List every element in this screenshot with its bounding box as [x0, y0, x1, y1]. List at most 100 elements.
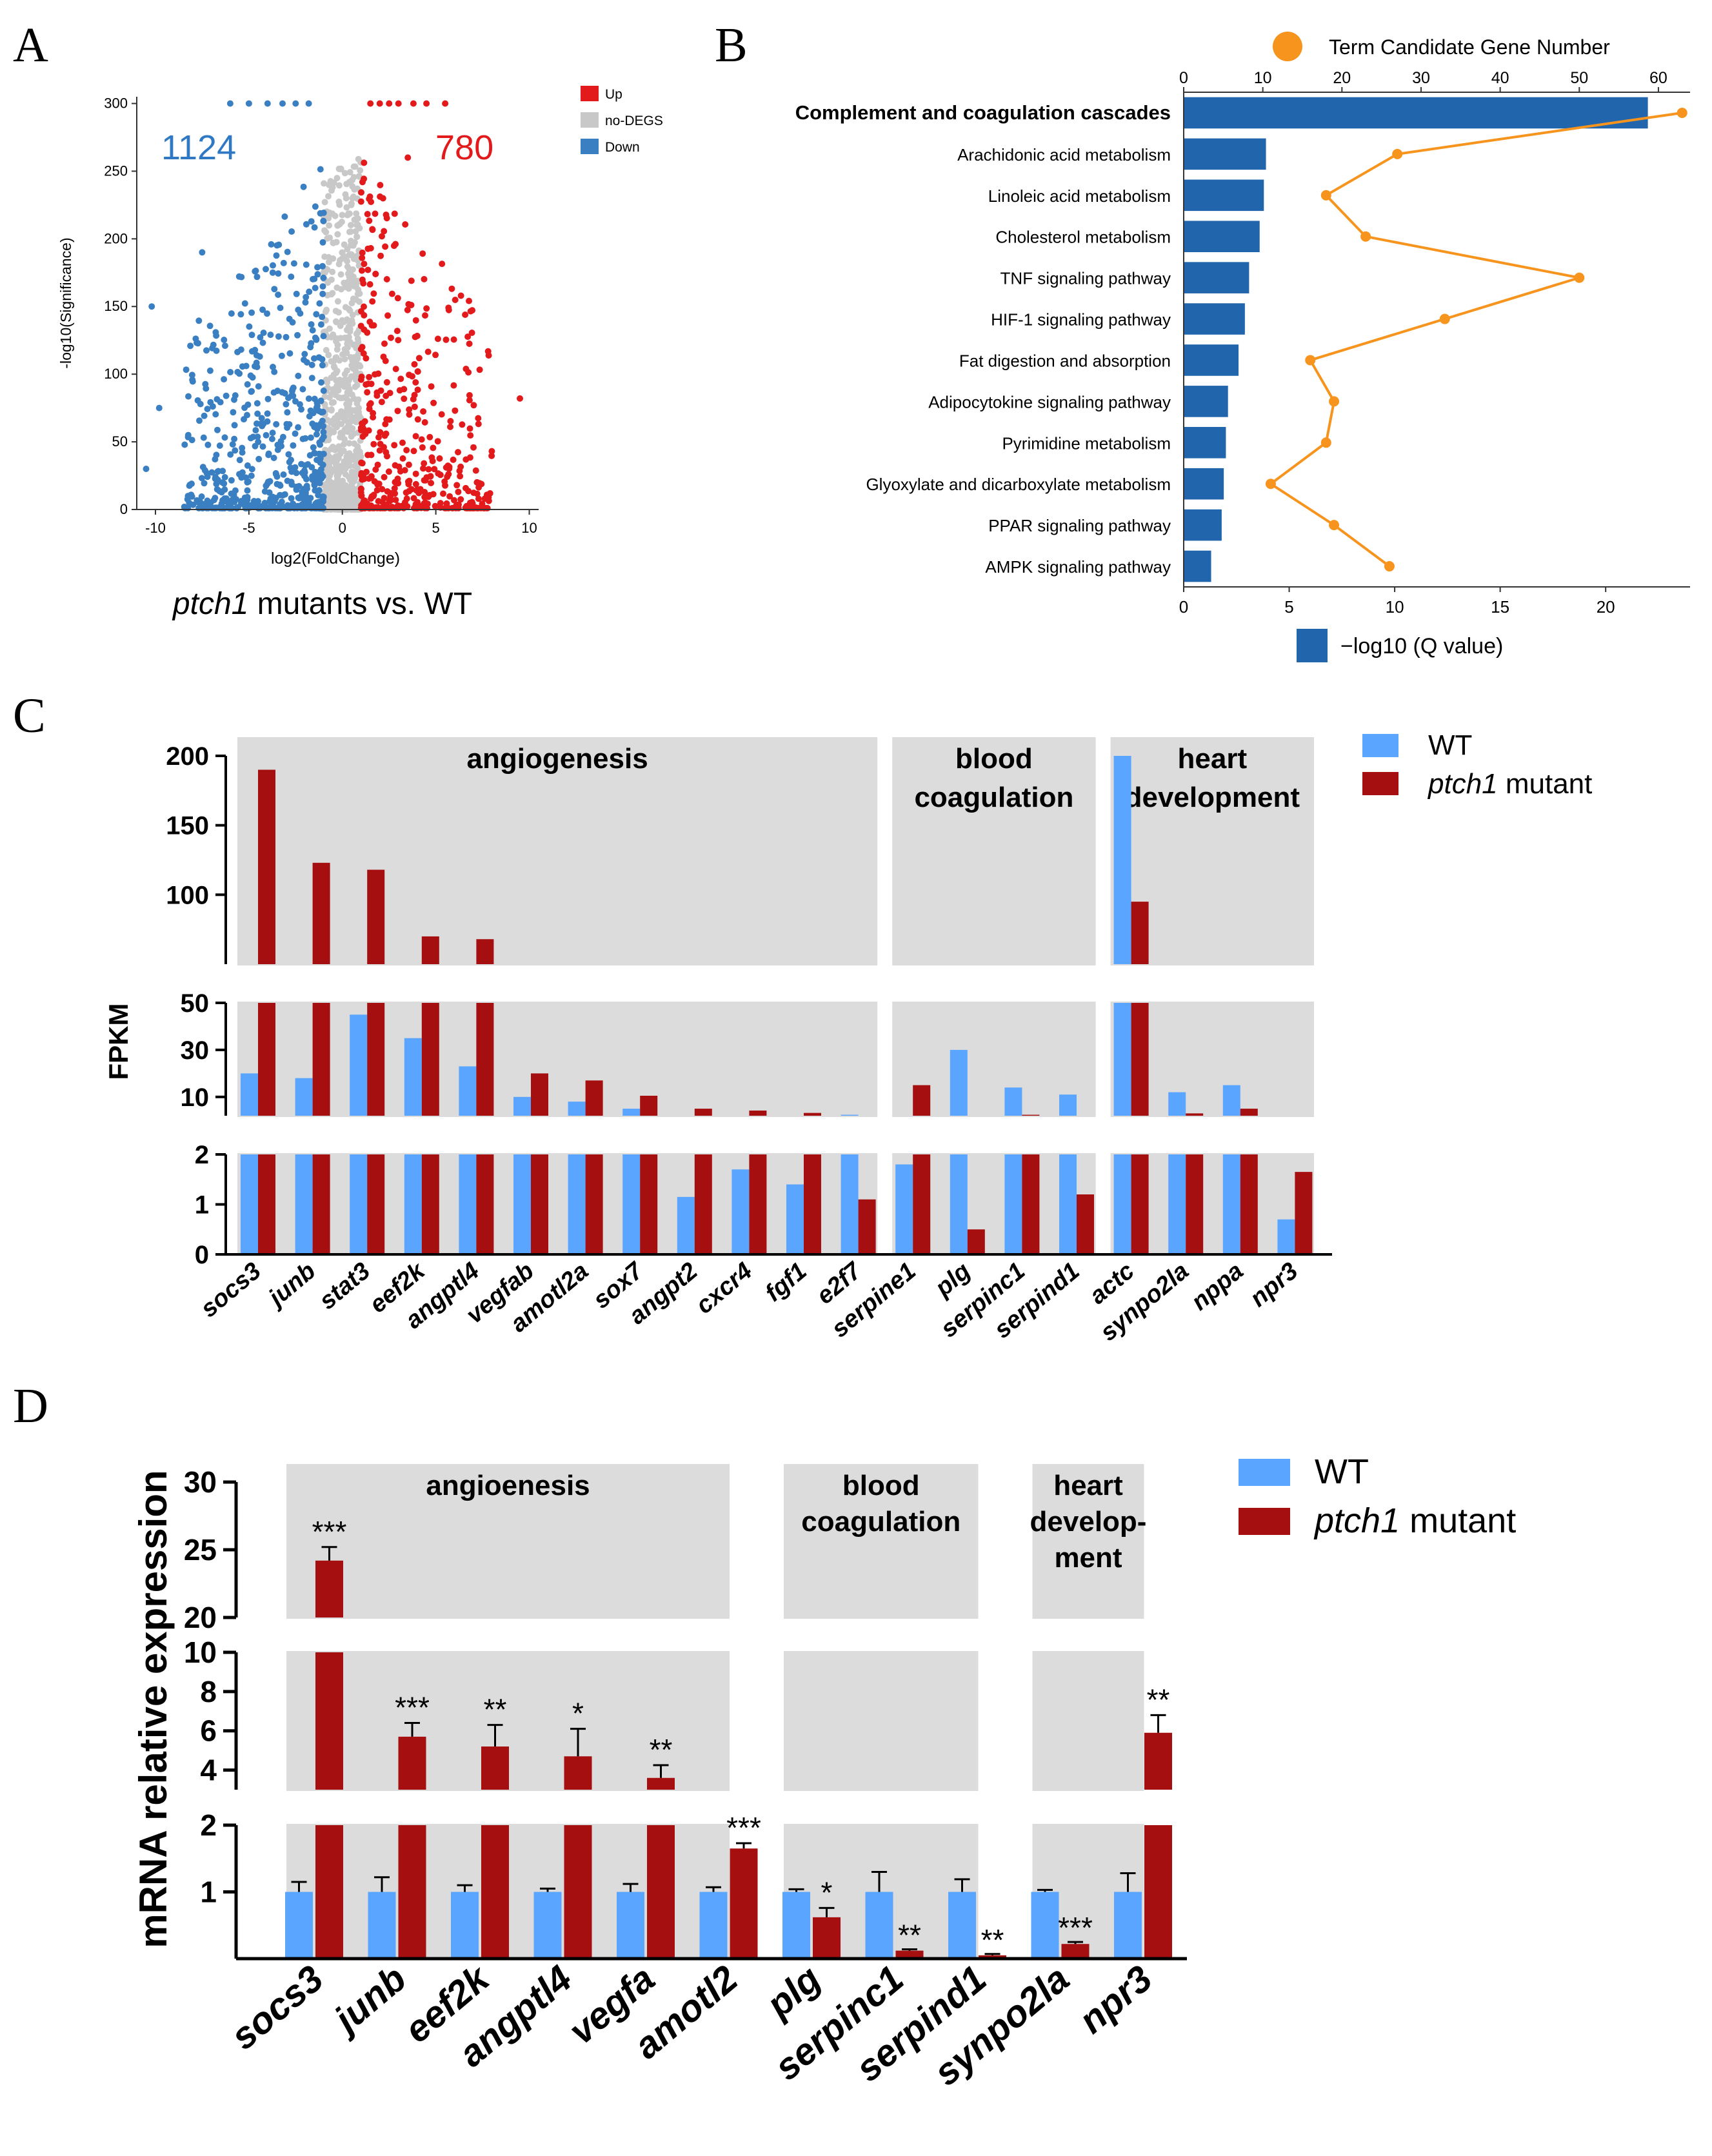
volcano-point — [337, 447, 344, 454]
volcano-point — [418, 436, 425, 443]
volcano-point — [325, 193, 332, 200]
volcano-point — [263, 431, 270, 439]
c-category-label: cxcr4 — [691, 1258, 757, 1320]
volcano-point — [253, 359, 260, 366]
volcano-point — [354, 215, 361, 222]
b-bar — [1184, 386, 1228, 417]
d-group-label: develop- — [1030, 1506, 1147, 1538]
volcano-point — [428, 383, 435, 390]
volcano-point — [467, 504, 473, 511]
d-bar — [1061, 1944, 1090, 1959]
d-significance: ** — [650, 1733, 673, 1766]
d-bar — [368, 1892, 396, 1959]
d-group-label: blood — [842, 1470, 920, 1501]
c-bar — [1131, 1154, 1149, 1254]
b-top-tick-label: 40 — [1491, 69, 1509, 87]
volcano-point — [221, 486, 228, 493]
volcano-point — [457, 292, 464, 299]
volcano-point — [315, 450, 323, 457]
volcano-point — [434, 335, 441, 342]
volcano-point — [485, 352, 492, 359]
c-bar — [749, 1110, 767, 1116]
volcano-point — [332, 308, 339, 315]
volcano-point — [228, 310, 235, 317]
volcano-point — [217, 503, 224, 510]
volcano-point — [457, 473, 464, 480]
volcano-point — [310, 444, 317, 451]
d-bar — [481, 1825, 509, 1959]
volcano-point — [346, 398, 353, 405]
c-bar — [476, 939, 494, 964]
a-x-ticks: -10 -5 0 5 10 — [145, 509, 537, 536]
volcano-point — [301, 469, 308, 476]
volcano-point — [362, 431, 369, 437]
volcano-point — [344, 263, 351, 270]
d-bar — [451, 1892, 479, 1959]
volcano-point — [336, 357, 343, 364]
volcano-point — [426, 433, 433, 440]
volcano-point — [335, 394, 343, 401]
volcano-point — [364, 389, 371, 396]
volcano-point — [352, 239, 358, 246]
b-bar — [1184, 427, 1226, 459]
volcano-point — [399, 455, 406, 462]
volcano-point — [366, 217, 373, 224]
volcano-point — [451, 497, 457, 504]
d-bar — [315, 1652, 343, 1790]
c-y-label: FPKM — [103, 1004, 134, 1080]
b-legend-top-label: Term Candidate Gene Number — [1329, 35, 1610, 59]
volcano-point — [369, 226, 376, 233]
volcano-point — [185, 393, 192, 400]
volcano-point — [300, 183, 307, 190]
volcano-point — [474, 504, 481, 511]
volcano-point — [372, 371, 379, 378]
a-y-tick-label: 50 — [112, 433, 128, 450]
volcano-point — [325, 259, 332, 266]
volcano-point — [466, 397, 473, 404]
volcano-point — [303, 221, 310, 228]
volcano-point — [426, 491, 433, 499]
volcano-point — [330, 179, 337, 186]
c-bar — [622, 1109, 641, 1116]
volcano-point — [333, 319, 340, 326]
volcano-point — [450, 382, 457, 389]
b-bottom-tick-label: 0 — [1179, 597, 1188, 617]
volcano-point — [248, 331, 255, 339]
volcano-point — [457, 496, 464, 503]
volcano-point — [228, 477, 235, 484]
volcano-point — [339, 255, 346, 262]
volcano-point — [364, 329, 371, 336]
b-category-label: PPAR signaling pathway — [988, 516, 1171, 535]
volcano-point — [395, 100, 402, 107]
d-significance: *** — [395, 1691, 430, 1725]
d-legend-mut-swatch — [1239, 1508, 1290, 1535]
volcano-point — [447, 423, 453, 430]
volcano-point — [275, 292, 282, 298]
d-group-label: heart — [1053, 1470, 1123, 1501]
c-bar — [1186, 1113, 1204, 1116]
c-bar — [1113, 1154, 1131, 1254]
volcano-point — [199, 500, 206, 508]
volcano-point — [295, 424, 302, 431]
volcano-point — [397, 375, 404, 382]
volcano-point — [475, 495, 482, 502]
d-legend: WT ptch1 mutant — [1239, 1452, 1516, 1540]
volcano-point — [396, 387, 403, 394]
c-bar — [421, 1003, 439, 1116]
b-gene-point — [1329, 520, 1340, 531]
volcano-point — [257, 334, 264, 341]
volcano-point — [381, 473, 388, 480]
volcano-point — [361, 497, 368, 504]
volcano-point — [395, 337, 402, 344]
volcano-point — [348, 362, 355, 369]
volcano-point — [483, 504, 490, 511]
volcano-point — [343, 204, 350, 211]
volcano-point — [286, 421, 293, 428]
volcano-point — [406, 406, 413, 413]
volcano-point — [382, 243, 389, 250]
c-bar — [1222, 1085, 1240, 1116]
volcano-point — [199, 249, 206, 256]
b-bottom-tick-label: 15 — [1491, 597, 1509, 617]
volcano-point — [244, 479, 251, 486]
volcano-point — [303, 482, 310, 490]
